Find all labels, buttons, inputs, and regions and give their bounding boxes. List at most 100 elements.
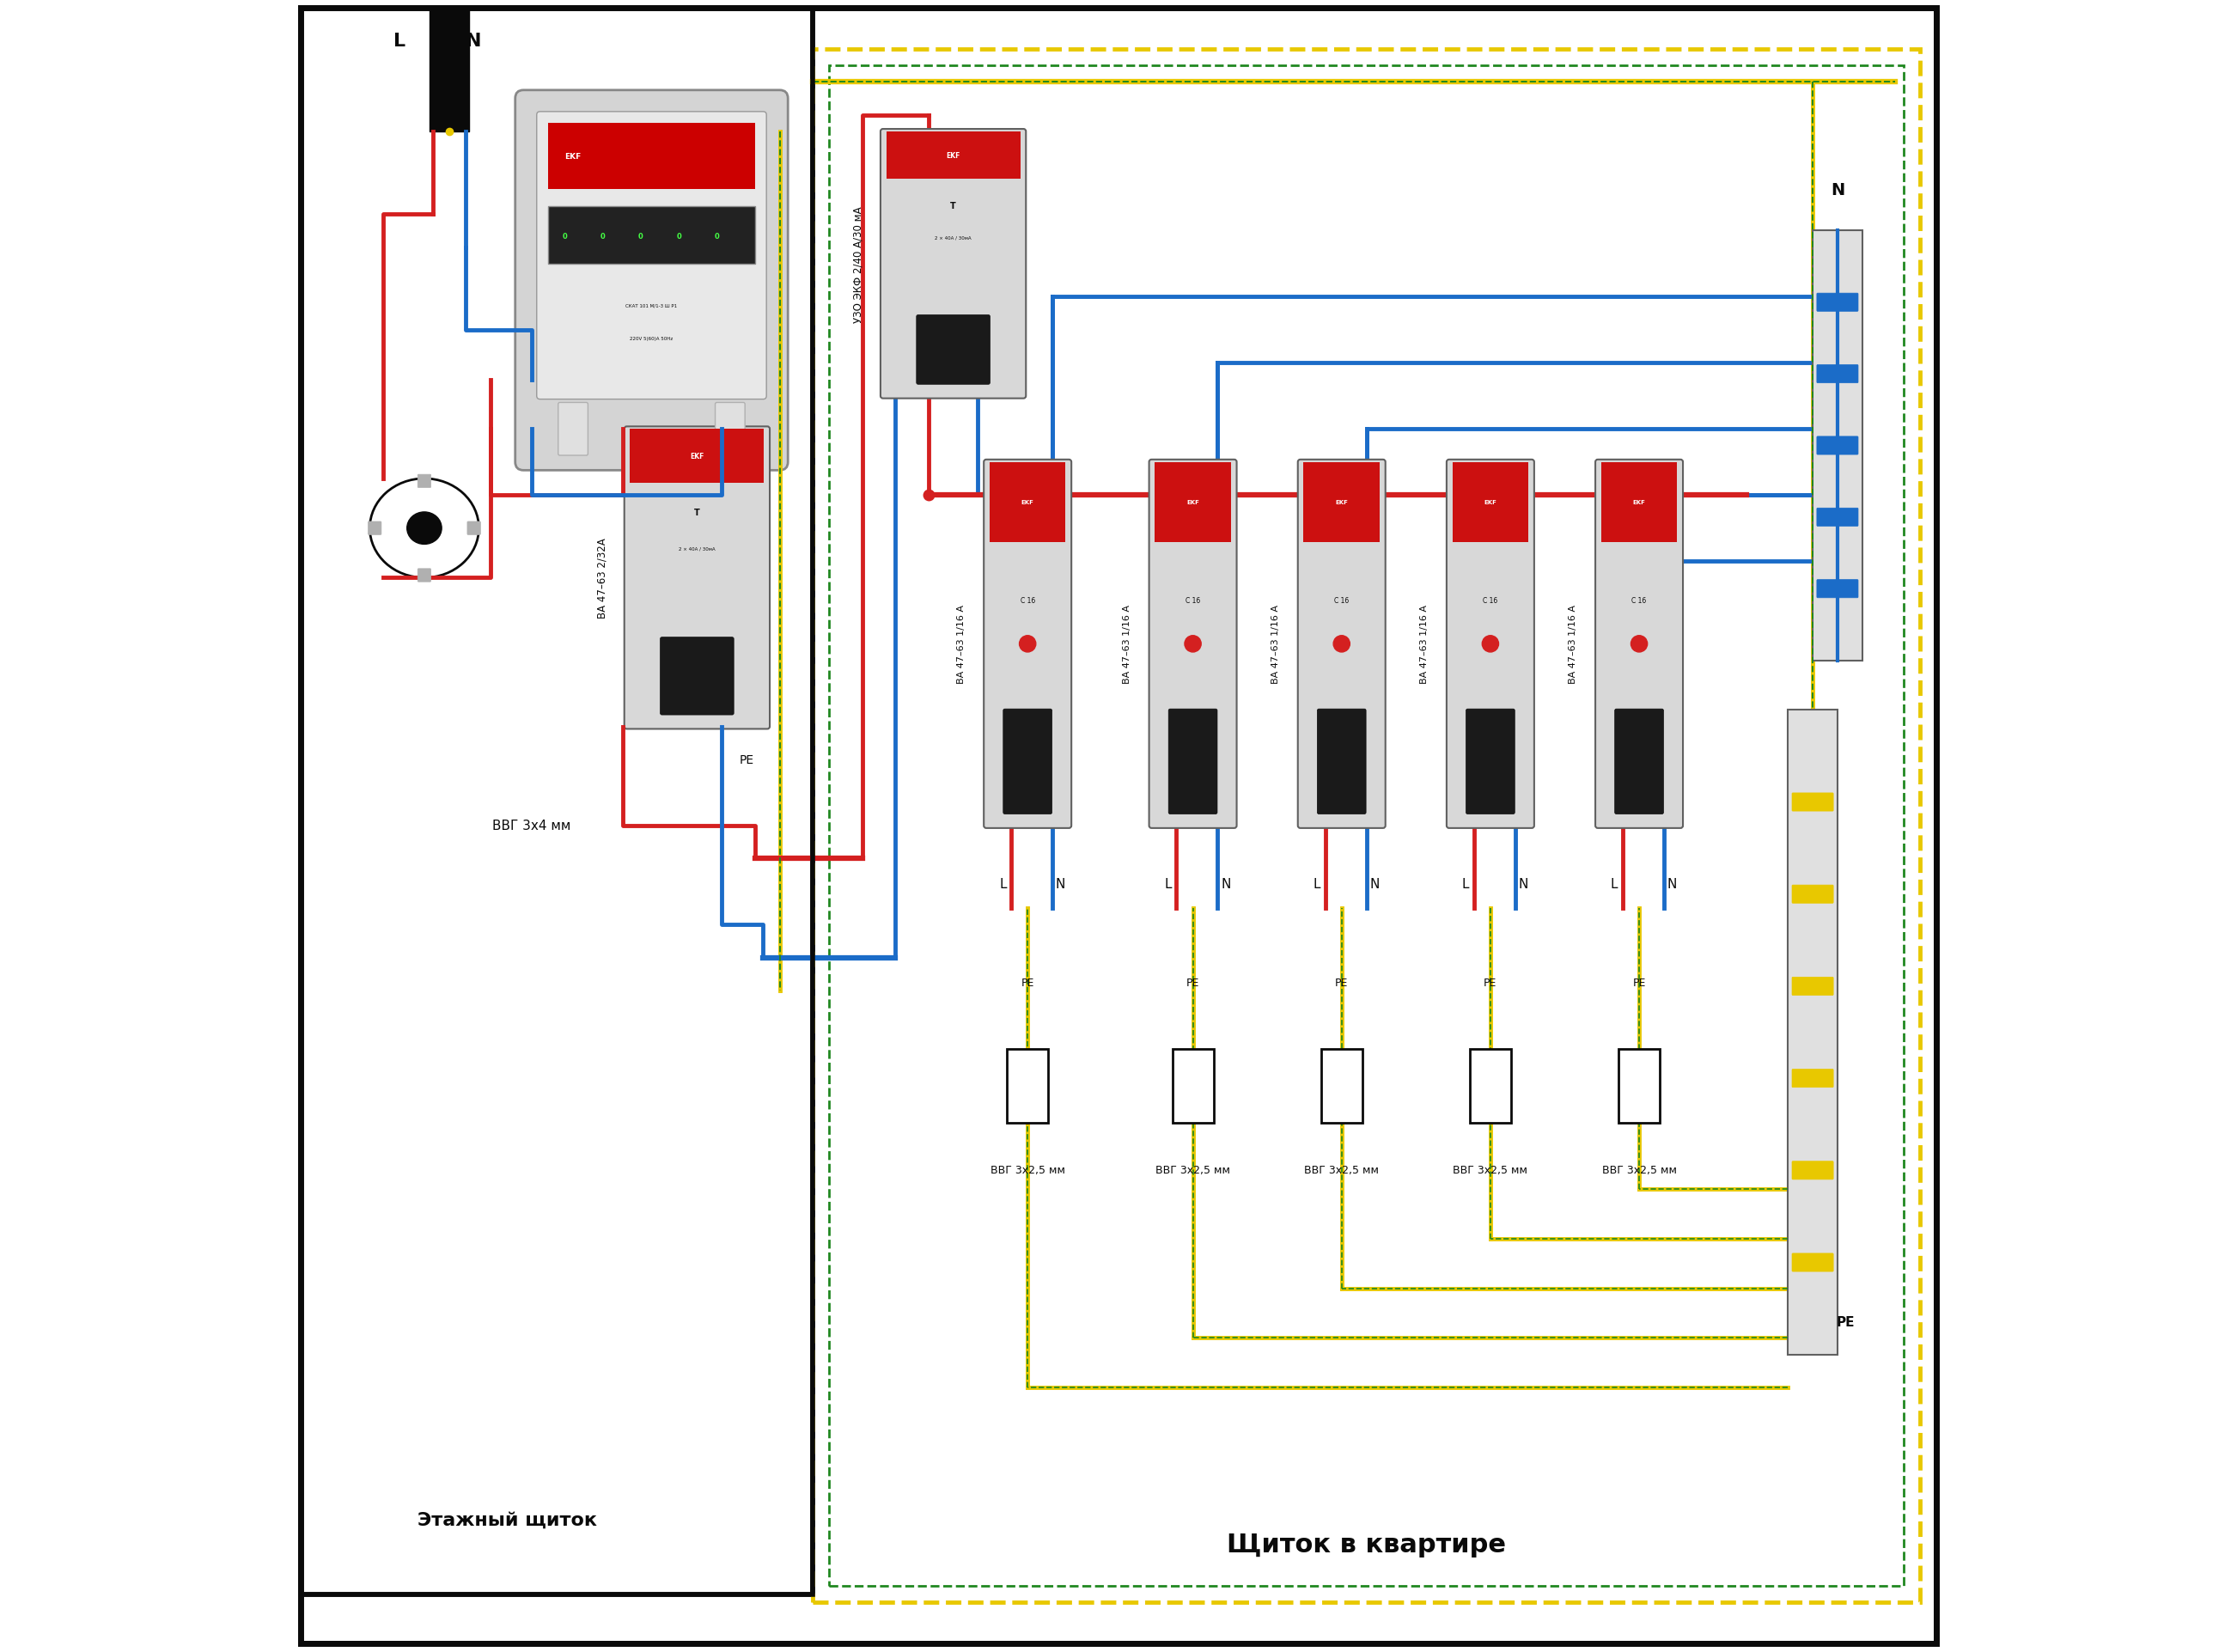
- Text: PE: PE: [1020, 978, 1033, 988]
- Ellipse shape: [369, 479, 479, 578]
- Text: L: L: [1165, 877, 1172, 890]
- Text: EKF: EKF: [1186, 501, 1199, 506]
- Circle shape: [1333, 636, 1349, 653]
- Text: 0: 0: [638, 233, 644, 240]
- FancyBboxPatch shape: [1447, 459, 1535, 829]
- Text: C 16: C 16: [1186, 596, 1201, 605]
- Text: 0: 0: [600, 233, 606, 240]
- FancyBboxPatch shape: [984, 459, 1072, 829]
- Text: EKF: EKF: [689, 453, 705, 461]
- FancyBboxPatch shape: [1792, 1161, 1834, 1180]
- Text: PE: PE: [1633, 978, 1646, 988]
- Text: PE: PE: [738, 753, 754, 767]
- Text: L: L: [394, 33, 405, 50]
- Text: ВВГ 3х2,5 мм: ВВГ 3х2,5 мм: [991, 1165, 1065, 1176]
- Text: EKF: EKF: [1633, 501, 1646, 506]
- Text: C 16: C 16: [1333, 596, 1349, 605]
- Ellipse shape: [407, 512, 441, 545]
- Bar: [300, 8, 812, 1594]
- Bar: [1787, 710, 1837, 1355]
- Text: L: L: [1313, 877, 1320, 890]
- Text: PE: PE: [1837, 1315, 1854, 1328]
- Text: C 16: C 16: [1483, 596, 1499, 605]
- Text: ВВГ 3х2,5 мм: ВВГ 3х2,5 мм: [1602, 1165, 1676, 1176]
- FancyBboxPatch shape: [1318, 709, 1367, 814]
- Bar: [1304, 463, 1380, 542]
- Bar: [548, 124, 754, 190]
- FancyBboxPatch shape: [1792, 1069, 1834, 1087]
- Bar: [989, 463, 1065, 542]
- Bar: [1452, 463, 1528, 542]
- Text: L: L: [1611, 877, 1617, 890]
- Text: 0: 0: [714, 233, 720, 240]
- FancyBboxPatch shape: [1168, 709, 1217, 814]
- Text: PE: PE: [1186, 978, 1199, 988]
- Text: Щиток в квартире: Щиток в квартире: [1226, 1531, 1506, 1558]
- Text: N: N: [1221, 877, 1230, 890]
- Text: ВВГ 3х2,5 мм: ВВГ 3х2,5 мм: [1304, 1165, 1378, 1176]
- Text: 0: 0: [561, 233, 568, 240]
- Bar: [430, 8, 470, 132]
- Text: 0: 0: [676, 233, 682, 240]
- Text: УЗО ЭКФ 2/40 А/30 мА: УЗО ЭКФ 2/40 А/30 мА: [852, 206, 863, 322]
- Text: N: N: [1519, 877, 1528, 890]
- Text: ВА 47–63 1/16 А: ВА 47–63 1/16 А: [1271, 605, 1280, 684]
- Text: EKF: EKF: [1335, 501, 1349, 506]
- Text: EKF: EKF: [564, 154, 582, 160]
- Text: T: T: [951, 202, 955, 210]
- FancyBboxPatch shape: [917, 316, 991, 385]
- FancyBboxPatch shape: [1792, 793, 1834, 811]
- Text: PE: PE: [1335, 978, 1349, 988]
- Text: ВА 47–63 1/16 А: ВА 47–63 1/16 А: [1420, 605, 1429, 684]
- FancyBboxPatch shape: [1792, 1254, 1834, 1272]
- FancyBboxPatch shape: [515, 91, 787, 471]
- FancyBboxPatch shape: [418, 476, 432, 489]
- Bar: [1812, 231, 1861, 661]
- FancyBboxPatch shape: [1465, 709, 1514, 814]
- Circle shape: [1483, 636, 1499, 653]
- Text: 2 × 40А / 30мА: 2 × 40А / 30мА: [678, 547, 716, 550]
- Circle shape: [1186, 636, 1201, 653]
- Text: L: L: [1000, 877, 1007, 890]
- Text: N: N: [1667, 877, 1678, 890]
- Text: PE: PE: [1483, 978, 1497, 988]
- Text: EKF: EKF: [1022, 501, 1033, 506]
- FancyBboxPatch shape: [660, 638, 734, 715]
- Text: T: T: [693, 509, 700, 517]
- FancyBboxPatch shape: [418, 568, 432, 582]
- FancyBboxPatch shape: [1615, 709, 1664, 814]
- Text: L: L: [1463, 877, 1470, 890]
- FancyBboxPatch shape: [1297, 459, 1385, 829]
- FancyBboxPatch shape: [1150, 459, 1237, 829]
- Text: СКАТ 101 М/1-3 Ш Р1: СКАТ 101 М/1-3 Ш Р1: [626, 304, 678, 307]
- Text: Этажный щиток: Этажный щиток: [416, 1512, 597, 1528]
- Text: ВА 47–63 1/16 А: ВА 47–63 1/16 А: [1568, 605, 1577, 684]
- Text: N: N: [1830, 182, 1846, 198]
- Bar: [1322, 1049, 1362, 1123]
- FancyBboxPatch shape: [1816, 580, 1859, 598]
- Text: C 16: C 16: [1020, 596, 1036, 605]
- FancyBboxPatch shape: [1816, 294, 1859, 312]
- Bar: [1470, 1049, 1510, 1123]
- Circle shape: [1020, 636, 1036, 653]
- Bar: [1620, 1049, 1660, 1123]
- FancyBboxPatch shape: [537, 112, 767, 400]
- Bar: [1007, 1049, 1049, 1123]
- FancyBboxPatch shape: [1816, 509, 1859, 527]
- FancyBboxPatch shape: [881, 131, 1027, 400]
- FancyBboxPatch shape: [624, 426, 770, 730]
- FancyBboxPatch shape: [1816, 438, 1859, 456]
- Bar: [830, 66, 1904, 1586]
- Text: EKF: EKF: [946, 152, 960, 160]
- Text: C 16: C 16: [1631, 596, 1646, 605]
- FancyBboxPatch shape: [559, 403, 588, 456]
- FancyBboxPatch shape: [1595, 459, 1682, 829]
- Circle shape: [1631, 636, 1646, 653]
- Bar: [300, 8, 812, 1594]
- FancyBboxPatch shape: [1792, 978, 1834, 996]
- Text: 220V 5(60)A 50Hz: 220V 5(60)A 50Hz: [631, 337, 673, 340]
- Text: N: N: [1369, 877, 1380, 890]
- Bar: [548, 206, 754, 264]
- FancyBboxPatch shape: [716, 403, 745, 456]
- Text: ВВГ 3х2,5 мм: ВВГ 3х2,5 мм: [1454, 1165, 1528, 1176]
